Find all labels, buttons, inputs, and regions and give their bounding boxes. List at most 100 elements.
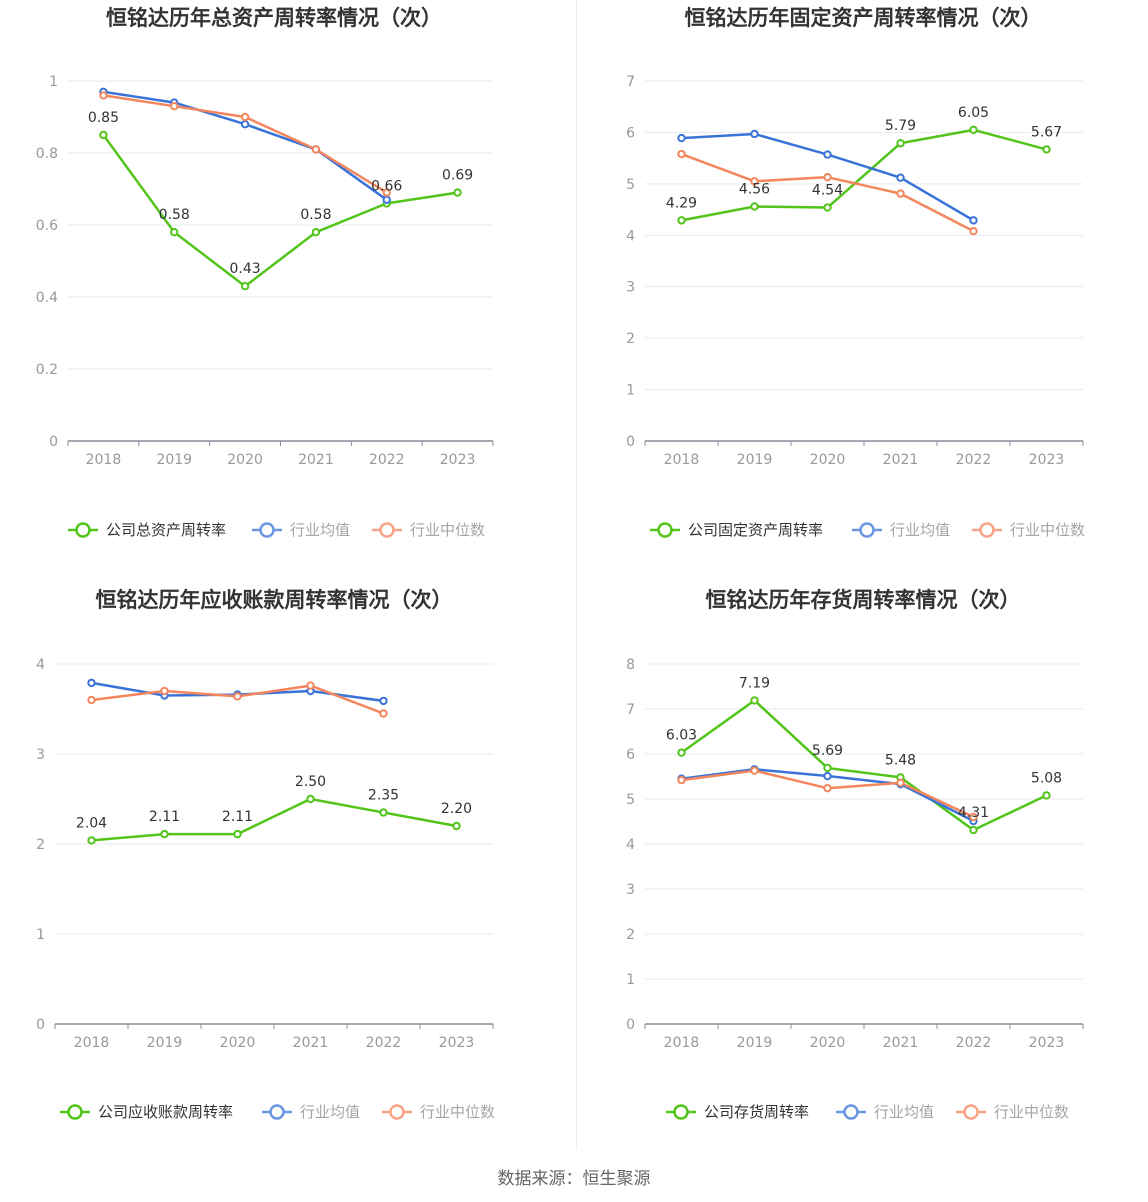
chart-1-ytick: 4 <box>626 228 635 244</box>
chart-3-legend-item-company[interactable]: 公司存货周转率 <box>666 1103 809 1121</box>
chart-3-series-company-point <box>1042 791 1051 800</box>
chart-3-series-median-point <box>896 778 905 788</box>
chart-0-legend-marker <box>379 522 395 538</box>
chart-0-series-avg-point <box>240 120 250 129</box>
chart-3-title: 恒铭达历年存货周转率情况（次） <box>706 588 1021 612</box>
chart-3-series-median-point <box>677 775 686 785</box>
chart-1-data-label: 5.79 <box>885 118 916 134</box>
chart-1-legend-label: 公司固定资产周转率 <box>688 521 823 539</box>
chart-2-series-company-line <box>91 797 457 842</box>
chart-3-data-label: 5.48 <box>885 752 916 768</box>
chart-0-series-company-line <box>102 134 458 288</box>
chart-2-series-company-point <box>379 808 388 817</box>
chart-1-series-median-point <box>823 172 832 182</box>
chart-2-legend-marker <box>67 1104 83 1120</box>
chart-0-series-median-point <box>311 145 321 154</box>
chart-3-ytick: 0 <box>626 1017 635 1033</box>
chart-1-series-avg-point <box>896 173 905 182</box>
chart-3-legend-label: 行业均值 <box>874 1103 934 1121</box>
chart-3-data-label: 7.19 <box>739 675 770 691</box>
chart-2-data-label: 2.04 <box>76 815 107 831</box>
chart-1-series-avg-point <box>969 216 978 225</box>
chart-3-series-avg-point <box>823 771 832 781</box>
chart-0-series-company-point <box>170 228 179 237</box>
chart-0-series-median-line <box>103 94 388 194</box>
chart-1-series-company-point <box>677 216 686 225</box>
chart-3-legend-label: 公司存货周转率 <box>704 1103 809 1121</box>
chart-2-svg: 恒铭达历年应收账款周转率情况（次） 0 1 2 3 4 2018 2019 2020 2021 20… <box>36 588 495 1121</box>
chart-0-xtick: 2018 <box>86 452 122 468</box>
chart-2-legend-item-median[interactable]: 行业中位数 <box>382 1103 495 1121</box>
chart-1-series-avg-point <box>823 150 832 159</box>
chart-3-xtick: 2023 <box>1029 1035 1065 1051</box>
chart-3-ytick: 7 <box>626 702 635 718</box>
chart-1-title: 恒铭达历年固定资产周转率情况（次） <box>685 6 1042 30</box>
chart-0-series-median-point <box>240 112 250 122</box>
chart-1-ytick: 1 <box>626 383 635 399</box>
chart-1-ytick: 5 <box>626 177 635 193</box>
chart-1-legend-label: 行业中位数 <box>1010 521 1085 539</box>
chart-3-series-company-point <box>969 825 978 835</box>
chart-0-legend-label: 公司总资产周转率 <box>106 521 226 539</box>
chart-2-data-label: 2.50 <box>295 774 326 790</box>
chart-1-ytick: 0 <box>626 434 635 450</box>
chart-2-series-company-point <box>160 829 169 839</box>
chart-0-series-avg-line <box>103 90 388 201</box>
chart-1-legend-item-avg[interactable]: 行业均值 <box>852 521 950 539</box>
chart-2-series-company-point <box>452 821 461 831</box>
chart-2-ytick: 3 <box>36 747 45 763</box>
chart-0-xtick: 2022 <box>369 452 405 468</box>
chart-3-xtick: 2018 <box>664 1035 700 1051</box>
chart-3-legend-marker <box>963 1104 979 1120</box>
chart-2-legend-item-avg[interactable]: 行业均值 <box>262 1103 360 1121</box>
chart-0-xtick: 2019 <box>156 452 192 468</box>
chart-3-ytick: 6 <box>626 747 635 763</box>
chart-3-legend-item-median[interactable]: 行业中位数 <box>956 1103 1069 1121</box>
chart-2-data-label: 2.35 <box>368 788 399 804</box>
chart-3-xtick: 2019 <box>737 1035 773 1051</box>
chart-0-data-label: 0.66 <box>371 178 402 194</box>
chart-0-legend-label: 行业均值 <box>290 521 350 539</box>
chart-3-legend-marker <box>843 1104 859 1120</box>
chart-0-xtick: 2023 <box>440 452 476 468</box>
chart-3-ytick: 5 <box>626 792 635 808</box>
chart-3-legend-item-avg[interactable]: 行业均值 <box>836 1103 934 1121</box>
chart-2-ytick: 2 <box>36 837 45 853</box>
chart-0-legend-item-median[interactable]: 行业中位数 <box>372 521 485 539</box>
chart-2-legend-item-company[interactable]: 公司应收账款周转率 <box>60 1103 233 1121</box>
chart-2-data-label: 2.11 <box>222 809 253 825</box>
chart-1-series-company-point <box>1042 145 1051 154</box>
chart-3-data-label: 5.69 <box>812 743 843 759</box>
chart-2-series-company-point <box>233 829 242 839</box>
chart-1-legend-item-median[interactable]: 行业中位数 <box>972 521 1085 539</box>
chart-2-series-median-point <box>87 695 96 705</box>
chart-2-title: 恒铭达历年应收账款周转率情况（次） <box>96 588 453 612</box>
chart-1-xtick: 2019 <box>737 452 773 468</box>
chart-1-xtick: 2023 <box>1029 452 1065 468</box>
chart-1-legend-item-company[interactable]: 公司固定资产周转率 <box>650 521 823 539</box>
chart-0-legend-item-avg[interactable]: 行业均值 <box>252 521 350 539</box>
chart-3-series-company-point <box>823 763 832 773</box>
chart-0-data-label: 0.69 <box>442 168 473 184</box>
chart-3-legend-label: 行业中位数 <box>994 1103 1069 1121</box>
chart-0-data-label: 0.85 <box>88 110 119 126</box>
chart-3-data-label: 6.03 <box>666 728 697 744</box>
chart-2-xtick: 2022 <box>366 1035 402 1051</box>
chart-0-series-median-point <box>170 102 179 111</box>
chart-2-series-median-point <box>160 686 169 696</box>
chart-2-legend-label: 行业均值 <box>300 1103 360 1121</box>
chart-3-series-median-point <box>750 766 759 775</box>
chart-2-ytick: 4 <box>36 657 45 673</box>
chart-0-legend-item-company[interactable]: 公司总资产周转率 <box>68 521 226 539</box>
chart-2-ytick: 1 <box>36 927 45 943</box>
chart-0-ytick: 0 <box>49 434 58 450</box>
chart-1-svg: 恒铭达历年固定资产周转率情况（次） 0 1 2 3 4 5 6 7 2018 2019 2020 202… <box>626 6 1085 539</box>
chart-2-xtick: 2020 <box>220 1035 256 1051</box>
chart-1-xtick: 2022 <box>956 452 992 468</box>
chart-0-ytick: 0.4 <box>36 290 58 306</box>
chart-1-data-label: 4.54 <box>812 183 843 199</box>
chart-0-xtick: 2021 <box>298 452 334 468</box>
chart-2-legend-label: 公司应收账款周转率 <box>98 1103 233 1121</box>
chart-1-series-median-point <box>750 177 759 186</box>
chart-3-ytick: 2 <box>626 927 635 943</box>
